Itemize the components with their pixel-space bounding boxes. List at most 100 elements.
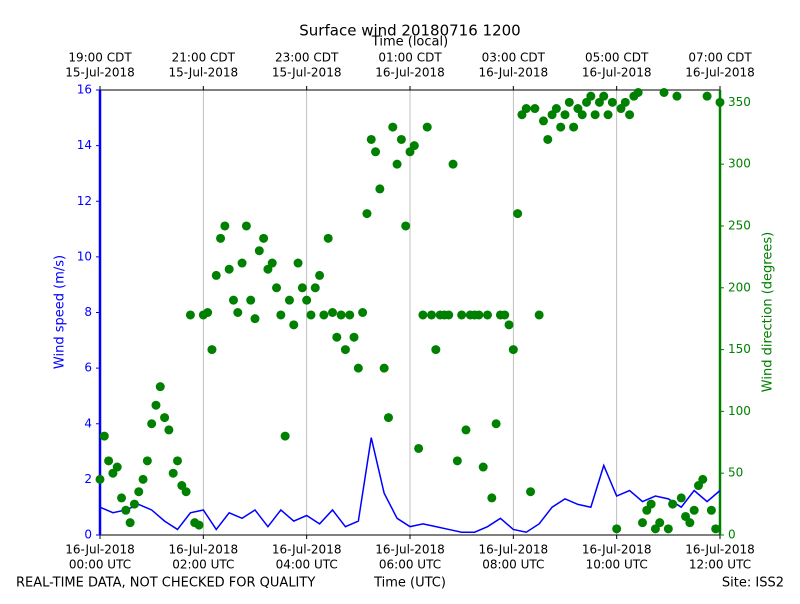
direction-point [401,221,411,231]
direction-point [392,159,402,169]
direction-point [706,505,716,515]
direction-point [95,474,105,484]
direction-point [379,363,389,373]
direction-point [371,147,381,157]
direction-point [409,141,419,151]
y2-tick-label: 100 [728,404,751,418]
direction-point [216,233,226,243]
y-tick-label: 6 [84,361,92,375]
direction-point [388,122,398,132]
y2-tick-label: 200 [728,280,751,294]
footer-site: Site: ISS2 [722,576,784,591]
direction-point [259,233,269,243]
direction-point [267,258,277,268]
direction-point [538,116,548,126]
chart-title: Surface wind 20180716 1200 [299,22,520,40]
direction-point [448,159,458,169]
direction-point [207,345,217,355]
direction-point [620,97,630,107]
direction-point [474,310,484,320]
y2-axis-label: Wind direction (degrees) [761,232,776,392]
direction-point [646,499,656,509]
direction-point [396,134,406,144]
y2-tick-label: 150 [728,342,751,356]
direction-point [711,524,721,534]
direction-point [224,264,234,274]
direction-point [607,97,617,107]
direction-point [483,310,492,320]
x-tick-label: 02:00 UTC [172,558,234,572]
direction-point [241,221,251,231]
x-tick-label: 16-Jul-2018 [375,543,445,557]
direction-point [569,122,579,132]
direction-point [504,320,514,330]
x-tick-label: 16-Jul-2018 [169,543,239,557]
direction-point [418,310,428,320]
direction-point [293,258,303,268]
direction-point [151,400,161,410]
y-tick-label: 14 [77,138,92,152]
direction-point [625,110,635,120]
direction-point [228,295,238,305]
direction-point [328,308,337,317]
y-tick-label: 12 [77,194,92,208]
direction-point [414,443,424,453]
direction-point [164,425,174,435]
direction-point [289,320,299,330]
direction-point [530,104,540,114]
direction-point [362,209,372,219]
y-tick-label: 2 [84,472,92,486]
direction-point [427,310,437,320]
y-tick-label: 10 [77,249,92,263]
direction-point [155,382,165,392]
y-tick-label: 0 [84,528,92,542]
direction-point [715,97,725,107]
direction-point [698,474,708,484]
x2-tick-label: 16-Jul-2018 [582,66,652,80]
x2-tick-label: 21:00 CDT [172,51,236,65]
direction-point [500,310,510,320]
direction-point [612,524,622,534]
y2-tick-label: 250 [728,218,751,232]
x-tick-label: 16-Jul-2018 [65,543,135,557]
direction-point [422,122,432,132]
direction-point [250,314,260,324]
direction-point [211,270,221,280]
direction-point [185,310,195,320]
direction-point [668,499,678,509]
direction-point [603,110,613,120]
x2-axis-label: Time (local) [371,35,448,50]
direction-point [233,308,243,317]
direction-point [160,413,170,423]
x-tick-label: 10:00 UTC [586,558,648,572]
direction-point [564,97,574,107]
direction-point [353,363,363,373]
x-tick-label: 16-Jul-2018 [272,543,342,557]
y-tick-label: 4 [84,416,92,430]
direction-point [534,310,544,320]
direction-point [478,462,488,472]
direction-point [310,283,320,293]
direction-point [125,518,135,528]
x2-tick-label: 16-Jul-2018 [375,66,445,80]
direction-point [315,270,325,280]
direction-point [590,110,600,120]
direction-point [181,487,191,497]
x-tick-label: 06:00 UTC [379,558,441,572]
direction-point [319,310,329,320]
direction-point [129,499,139,509]
x2-tick-label: 19:00 CDT [68,51,132,65]
x2-tick-label: 15-Jul-2018 [65,66,135,80]
y-tick-label: 16 [77,83,92,97]
direction-point [323,233,333,243]
direction-point [358,308,368,317]
x2-tick-label: 16-Jul-2018 [479,66,549,80]
direction-point [306,310,316,320]
direction-point [194,520,204,530]
y-tick-label: 8 [84,305,92,319]
direction-point [203,308,213,317]
direction-point [599,91,609,101]
direction-point [112,462,122,472]
x2-tick-label: 01:00 CDT [378,51,442,65]
